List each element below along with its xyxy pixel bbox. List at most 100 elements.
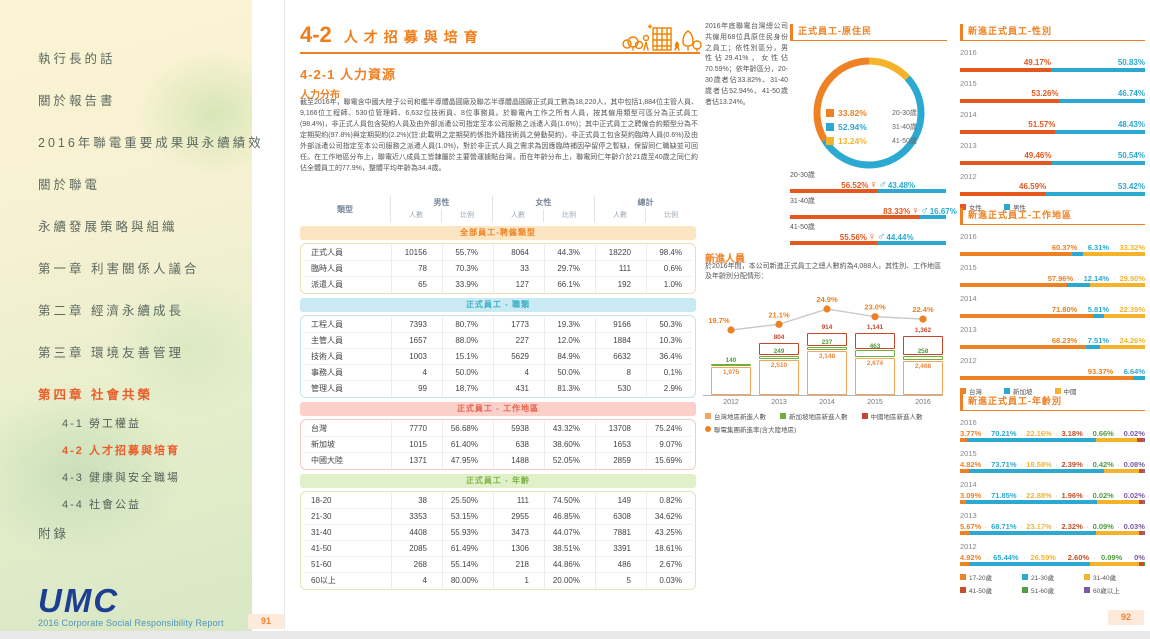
sidebar-item[interactable]: 附錄 (38, 527, 70, 541)
table-cell: 44.3% (544, 245, 595, 260)
legend-item: 41-50歲 (960, 585, 1022, 595)
legend-item: 33.82% 20-30歲 (826, 108, 917, 118)
table-cell: 2955 (493, 509, 544, 524)
sidebar-item[interactable]: 第三章 環境友善管理 (38, 346, 184, 360)
age-percent: 2.60% (1067, 553, 1090, 562)
col-header-sub: 人數 (492, 209, 543, 222)
table-cell: 88.0% (442, 333, 493, 348)
aboriginal-paragraph: 2016年底聯電台灣總公司共僱用68位具原住民身份之員工；依性別區分，男性佔29… (705, 23, 788, 106)
value-labels: 60.37% · 6.31% · 33.32% (960, 242, 1145, 252)
table-cell: 530 (595, 381, 646, 396)
female-bar-segment (960, 192, 1047, 196)
x-axis (703, 395, 943, 396)
bar-segment (1138, 531, 1143, 535)
bar-segment (960, 314, 1093, 318)
sidebar-item[interactable]: 永續發展策略與組織 (38, 220, 178, 234)
male-percent: 53.42% (1117, 182, 1145, 191)
bar-segment (1144, 438, 1146, 442)
bar-segment (1103, 314, 1145, 318)
table-cell: 2.67% (646, 557, 697, 572)
year-label: 2015 (960, 79, 977, 88)
table-cell: 46.85% (544, 509, 595, 524)
table-row-label: 21-30 (311, 512, 332, 521)
donut-ring (813, 57, 924, 169)
aboriginal-gender-bars: 20-30歲 56.52% ♀ ♂ 43.48% 31-40歲 83.33% ♀ ♂ 16.67%… (790, 170, 957, 248)
bar-segment (1139, 500, 1143, 504)
bar-value-label: 2,510 (770, 361, 788, 369)
table-cell: 1773 (493, 317, 544, 332)
table-cell: 13708 (595, 421, 646, 436)
age-percent: 0.02% (1123, 491, 1145, 500)
year-label: 2012 (960, 542, 977, 551)
age-group-label: 41-50歲 (790, 224, 815, 231)
value-separator: · (1117, 367, 1120, 376)
bar-segment (969, 562, 1091, 566)
singapore-bar (807, 346, 847, 351)
legend-value: 52.94% (838, 122, 867, 132)
year-label: 2013 (960, 325, 977, 334)
table-cell: 33 (493, 261, 544, 276)
value-labels: 46.59% 53.42% (960, 182, 1145, 192)
age-group-label: 31-40歲 (790, 198, 815, 205)
bar-segment (965, 500, 1098, 504)
sidebar-item[interactable]: 4-2 人才招募與培育 (62, 445, 180, 457)
legend-item: 男性 (1004, 202, 1026, 212)
gender-split-labels: 55.56% ♀ ♂ 44.44% (839, 232, 914, 243)
sidebar-item[interactable]: 第一章 利害關係人議合 (38, 262, 200, 276)
table-cell: 61.40% (442, 437, 493, 452)
sidebar-item[interactable]: 第二章 經濟永續成長 (38, 304, 184, 318)
table-cell: 18.61% (646, 541, 697, 556)
year-label: 2012 (960, 356, 977, 365)
sidebar-item[interactable]: 4-3 健康與安全職場 (62, 472, 180, 484)
bar-segment (1136, 438, 1143, 442)
sidebar-item[interactable]: 4-4 社會公益 (62, 499, 141, 511)
sidebar-item[interactable]: 2016年聯電重要成果與永續績效 (38, 136, 264, 150)
table-cell: 4408 (391, 525, 442, 540)
table-cell: 431 (493, 381, 544, 396)
page-number-right: 92 (1108, 610, 1144, 625)
report-tagline: 2016 Corporate Social Responsibility Rep… (38, 618, 224, 628)
table-row: 51-60 268 55.14% 218 44.86% 486 2.67% (305, 556, 691, 572)
bar-segment (1144, 469, 1145, 473)
bar-value-label: 249 (773, 348, 785, 355)
female-percent: 55.56% (839, 232, 867, 242)
table-cell: 80.00% (442, 573, 493, 588)
section-header: 4-2 人才招募與培育 (300, 22, 484, 48)
bar-segment (960, 469, 969, 473)
table-row-label: 中國大陸 (311, 456, 343, 465)
age-percent: 0.09% (1100, 553, 1123, 562)
new-hires-gender-chart: 新進正式員工-性別 2016 49.17% 50.83% 2015 53.26% 46.74… (960, 24, 1145, 212)
region-percent: 57.96% (1047, 274, 1074, 283)
table-cell: 0.6% (646, 261, 697, 276)
table-cell: 4 (493, 365, 544, 380)
gender-bar-row: 20-30歲 56.52% ♀ ♂ 43.48% (790, 170, 946, 196)
value-labels: 49.46% 50.54% (960, 151, 1145, 161)
sidebar-item[interactable]: 4-1 勞工權益 (62, 418, 141, 430)
table-row: 臨時人員 78 70.3% 33 29.7% 111 0.6% (305, 260, 691, 276)
legend-label: 新加坡地區新進人數 (789, 414, 848, 421)
bar-segment (1089, 283, 1145, 287)
male-percent: 44.44% (886, 232, 914, 242)
year-label: 2015 (867, 399, 883, 406)
sidebar-item[interactable]: 執行長的話 (38, 52, 116, 66)
table-cell: 1884 (595, 333, 646, 348)
table-cell: 1.0% (646, 277, 697, 292)
gender-bar-row: 41-50歲 55.56% ♀ ♂ 44.44% (790, 222, 946, 248)
legend-label: 20-30歲 (892, 110, 917, 117)
sidebar-item[interactable]: 關於報告書 (38, 94, 116, 108)
table-cell: 38.51% (544, 541, 595, 556)
age-bar (960, 562, 1146, 566)
value-separator: · (1023, 553, 1026, 562)
region-percent: 68.23% (1051, 336, 1078, 345)
sidebar-item[interactable]: 第四章 社會共榮 (38, 388, 153, 402)
chart-title: 新進正式員工-性別 (960, 24, 1145, 41)
value-separator: · (984, 522, 988, 531)
table-cell: 80.7% (442, 317, 493, 332)
year-label: 2016 (960, 48, 977, 57)
china-bar (807, 333, 847, 346)
svg-text:23.0%: 23.0% (864, 303, 886, 312)
female-percent: 49.17% (1023, 58, 1051, 67)
value-separator: · (1117, 491, 1120, 500)
region-bar (960, 283, 1145, 287)
sidebar-item[interactable]: 關於聯電 (38, 178, 101, 192)
